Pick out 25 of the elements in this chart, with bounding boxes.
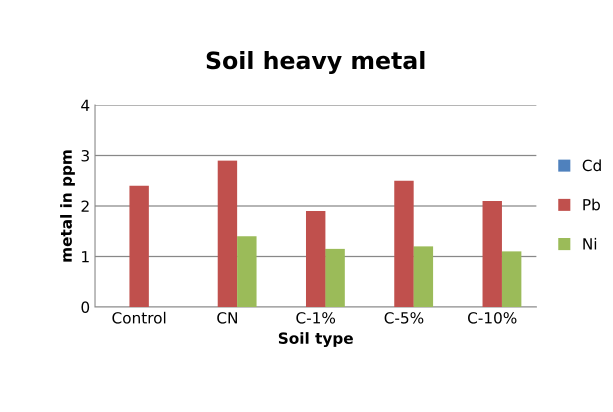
bar	[306, 211, 326, 307]
y-tick-label: 1	[82, 251, 89, 262]
legend-label: Pb	[583, 198, 600, 210]
x-axis-title: Soil type	[278, 332, 353, 348]
y-tick-label: 0	[81, 301, 90, 313]
y-tick-label: 4	[81, 100, 90, 111]
bar	[218, 160, 238, 307]
x-tick-label: Control	[112, 312, 166, 324]
bar	[325, 248, 345, 307]
bar	[129, 186, 149, 307]
legend-label: Ni	[583, 238, 596, 250]
y-tick-label: 2	[82, 200, 89, 212]
chart-title: Soil heavy metal	[206, 51, 424, 74]
x-tick-label: CN	[217, 312, 237, 324]
x-tick-label: C-5%	[384, 312, 424, 324]
y-axis-title: metal in ppm	[60, 150, 75, 262]
x-tick-label: C-10%	[468, 312, 516, 324]
bar	[414, 246, 434, 307]
bar	[502, 251, 522, 307]
bar	[394, 180, 414, 307]
legend-label: Cd	[582, 159, 601, 172]
y-tick-label: 3	[82, 150, 89, 162]
x-tick-label: C-1%	[296, 312, 336, 324]
bar	[237, 236, 257, 307]
bar	[482, 200, 502, 307]
